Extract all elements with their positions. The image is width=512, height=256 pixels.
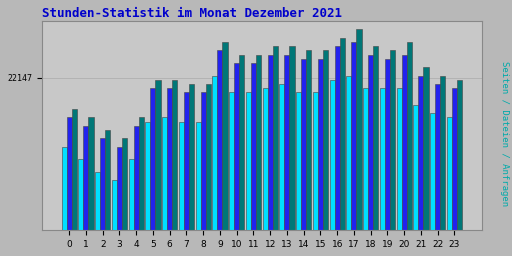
Bar [280,84,285,256]
Text: Stunden-Statistik im Monat Dezember 2021: Stunden-Statistik im Monat Dezember 2021 [41,7,342,20]
Bar [407,42,412,256]
Bar [335,46,340,256]
Bar [413,105,418,256]
Bar [117,147,122,256]
Bar [390,50,395,256]
Bar [129,159,134,256]
Bar [340,38,345,256]
Bar [430,113,435,256]
Bar [83,126,89,256]
Bar [162,117,167,256]
Bar [306,50,311,256]
Bar [385,59,390,256]
Bar [296,92,301,256]
Bar [368,55,373,256]
Bar [100,138,105,256]
Bar [440,76,445,256]
Bar [145,122,151,256]
Bar [156,80,160,256]
Bar [134,126,139,256]
Bar [418,76,423,256]
Bar [218,50,223,256]
Bar [330,80,335,256]
Bar [373,46,378,256]
Bar [179,122,184,256]
Bar [435,84,440,256]
Bar [268,55,273,256]
Text: Seiten / Dateien / Anfragen: Seiten / Dateien / Anfragen [500,61,509,206]
Bar [139,117,144,256]
Bar [363,88,368,256]
Bar [189,84,194,256]
Bar [89,117,94,256]
Bar [196,122,201,256]
Bar [72,109,77,256]
Bar [318,59,323,256]
Bar [78,159,83,256]
Bar [397,88,402,256]
Bar [273,46,278,256]
Bar [285,55,289,256]
Bar [313,92,318,256]
Bar [105,130,110,256]
Bar [380,88,385,256]
Bar [323,50,328,256]
Bar [172,80,177,256]
Bar [223,42,227,256]
Bar [246,92,251,256]
Bar [239,55,244,256]
Bar [229,92,234,256]
Bar [112,180,117,256]
Bar [184,92,189,256]
Bar [151,88,156,256]
Bar [61,147,67,256]
Bar [122,138,127,256]
Bar [356,29,361,256]
Bar [447,117,452,256]
Bar [457,80,462,256]
Bar [212,76,218,256]
Bar [423,67,429,256]
Bar [351,42,356,256]
Bar [67,117,72,256]
Bar [167,88,172,256]
Bar [402,55,407,256]
Bar [251,63,256,256]
Bar [95,172,100,256]
Bar [206,84,211,256]
Bar [201,92,206,256]
Bar [256,55,261,256]
Bar [452,88,457,256]
Bar [234,63,239,256]
Bar [347,76,351,256]
Bar [289,46,294,256]
Bar [301,59,306,256]
Bar [263,88,268,256]
